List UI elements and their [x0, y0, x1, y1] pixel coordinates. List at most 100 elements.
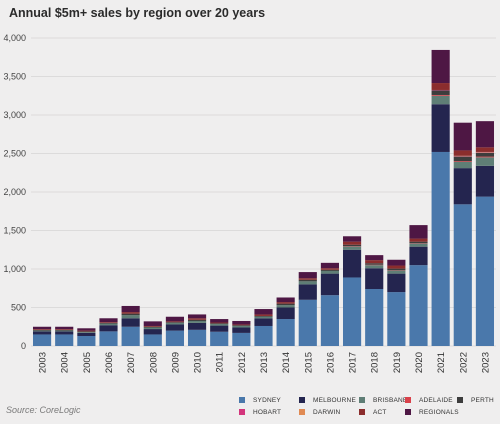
y-tick-label: 4,000 [3, 33, 26, 43]
bar-segment [409, 238, 428, 242]
bar-segment [232, 327, 251, 333]
bar-segment [165, 330, 185, 346]
bar-segment [254, 315, 273, 317]
legend-swatch [457, 397, 463, 403]
bar-segment [387, 270, 406, 274]
bar-segment [320, 273, 340, 296]
bar-segment [453, 150, 472, 156]
bar-segment [475, 165, 495, 197]
legend-swatch [239, 397, 245, 403]
legend-item: BRISBANE [359, 395, 407, 405]
bar-segment [475, 156, 495, 158]
bar-segment [276, 305, 295, 308]
bar-segment [187, 322, 207, 330]
bar-segment [143, 327, 162, 330]
legend-label: ACT [373, 408, 387, 416]
bar-segment [32, 331, 52, 335]
bar-segment [298, 299, 317, 346]
y-tick-label: 0 [21, 341, 26, 351]
x-tick-label: 2011 [215, 352, 226, 372]
legend-item: SYDNEY [239, 395, 281, 405]
bar-segment [298, 281, 317, 285]
bar-segment [99, 318, 118, 323]
bar-segment [431, 95, 450, 105]
bar-segment [475, 147, 495, 152]
bar-segment [32, 326, 52, 330]
legend-label: BRISBANE [373, 396, 408, 404]
bar-segment [143, 325, 162, 327]
bar-segment [187, 320, 207, 323]
bar-segment [409, 241, 428, 244]
bar-segment [210, 323, 229, 325]
bar-segment [453, 156, 472, 162]
bar-segment [32, 329, 52, 330]
bar-segment [254, 309, 273, 315]
bar-segment [320, 270, 340, 274]
legend-swatch [359, 397, 365, 403]
x-tick-label: 2019 [392, 352, 403, 373]
bar-segment [298, 278, 317, 280]
bar-segment [320, 295, 340, 346]
source-note: Source: CoreLogic [6, 405, 81, 415]
bar-segment [342, 249, 362, 278]
bar-segment [254, 316, 273, 319]
x-tick-label: 2007 [126, 352, 137, 373]
bar-segment [77, 328, 96, 331]
x-tick-label: 2022 [458, 352, 469, 373]
bar-segment [77, 332, 96, 333]
bar-segment [254, 325, 273, 346]
chart-title: Annual $5m+ sales by region over 20 year… [9, 6, 266, 20]
bar-segment [232, 325, 251, 328]
bar-segment [298, 284, 317, 300]
legend-swatch [405, 397, 411, 403]
bar-segment [431, 151, 450, 346]
bar-segment [143, 326, 162, 328]
x-tick-label: 2014 [281, 352, 292, 373]
bar-segment [298, 272, 317, 279]
legend-label: DARWIN [313, 408, 341, 416]
bar-segment [55, 330, 74, 332]
y-tick-label: 1,500 [3, 226, 26, 236]
bar-segment [55, 334, 74, 346]
bar-segment [121, 318, 140, 327]
bar-segment [453, 168, 472, 205]
legend-item: ADELAIDE [405, 395, 453, 405]
bar-segment [232, 320, 251, 325]
bar-segment [99, 325, 118, 332]
x-tick-label: 2013 [259, 352, 270, 373]
bar-segment [187, 314, 207, 319]
bar-segment [210, 325, 229, 332]
bar-segment [431, 90, 450, 95]
bar-segment [55, 329, 74, 331]
bar-segment [143, 329, 162, 335]
bar-segment [387, 265, 406, 269]
bar-segment [409, 225, 428, 239]
bar-segment [365, 263, 384, 265]
y-tick-label: 2,500 [3, 149, 26, 159]
bar-segment [77, 331, 96, 333]
bar-segment [431, 49, 450, 84]
bar-segment [475, 196, 495, 346]
bar-segment [77, 332, 96, 336]
legend-label: REGIONALS [419, 408, 459, 416]
x-tick-label: 2006 [104, 352, 115, 373]
bar-segment [276, 303, 295, 306]
bar-segment [320, 262, 340, 269]
bar-segment [298, 279, 317, 282]
bar-segment [453, 122, 472, 151]
bar-segment [55, 329, 74, 330]
bar-segment [475, 152, 495, 157]
x-tick-label: 2008 [148, 352, 159, 373]
legend-label: ADELAIDE [419, 396, 453, 404]
bar-segment [342, 241, 362, 245]
x-tick-label: 2003 [38, 352, 49, 373]
x-tick-label: 2017 [348, 352, 359, 373]
legend-item: PERTH [457, 395, 494, 405]
bar-segment [254, 318, 273, 326]
legend-swatch [299, 409, 305, 415]
bar-segment [320, 268, 340, 270]
legend-item: REGIONALS [405, 407, 459, 417]
bar-segment [32, 334, 52, 346]
bar-segment [55, 331, 74, 335]
